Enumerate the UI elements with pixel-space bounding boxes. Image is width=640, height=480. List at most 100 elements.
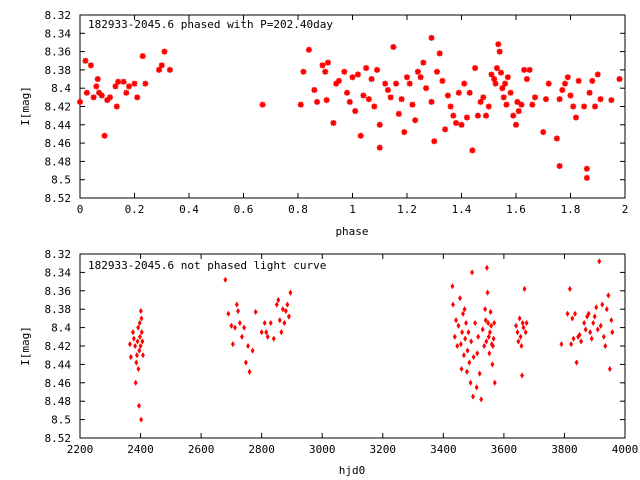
- phased-data-point: [349, 74, 356, 81]
- phased-light-curve-panel: 182933-2045.6 phased with P=202.40day ph…: [19, 9, 628, 238]
- unphased-y-tick-label: 8.38: [45, 303, 72, 316]
- unphased-data-point: [262, 319, 267, 327]
- phased-data-point: [420, 59, 427, 66]
- phased-data-point: [545, 80, 552, 87]
- phased-data-point: [305, 46, 312, 53]
- unphased-data-point: [484, 264, 489, 271]
- unphased-data-point: [520, 372, 525, 379]
- phased-data-point: [414, 68, 421, 75]
- unphased-data-point: [452, 333, 457, 340]
- phased-data-point: [491, 76, 498, 83]
- phased-x-tick-label: 2: [622, 203, 629, 216]
- phased-y-tick-label: 8.46: [45, 137, 72, 150]
- phased-data-point: [513, 121, 519, 128]
- unphased-data-point: [140, 338, 145, 345]
- phased-data-point: [104, 97, 111, 104]
- unphased-data-point: [485, 289, 490, 296]
- phased-data-point: [406, 80, 413, 87]
- phased-data-point: [94, 76, 101, 83]
- phased-data-point: [597, 96, 604, 103]
- unphased-data-point: [454, 317, 459, 324]
- unphased-data-point: [492, 379, 497, 386]
- phased-data-point: [433, 68, 440, 75]
- unphased-x-tick-label: 2400: [127, 443, 154, 456]
- phased-data-point: [115, 78, 122, 85]
- phased-data-point: [485, 103, 492, 110]
- phased-data-point: [483, 112, 490, 119]
- phased-data-point: [113, 103, 120, 110]
- phased-data-point: [357, 132, 364, 139]
- phased-data-point: [333, 80, 340, 87]
- phased-x-tick-label: 0.4: [179, 203, 199, 216]
- phased-data-point: [382, 80, 389, 87]
- unphased-data-point: [460, 329, 465, 336]
- unphased-x-tick-label: 3400: [430, 443, 457, 456]
- phased-data-point: [93, 83, 100, 90]
- unphased-data-point: [571, 335, 576, 342]
- unphased-data-point: [265, 333, 270, 340]
- unphased-y-axis-label: I[mag]: [19, 326, 32, 366]
- phased-data-point: [447, 103, 454, 110]
- phased-data-point: [529, 101, 536, 108]
- unphased-data-point: [458, 295, 462, 302]
- unphased-data-point: [282, 319, 287, 327]
- unphased-data-point: [276, 296, 281, 304]
- phased-data-point: [564, 74, 571, 81]
- unphased-x-tick-label: 4000: [612, 443, 639, 456]
- phased-data-point: [455, 89, 462, 96]
- unphased-data-point: [487, 350, 492, 357]
- unphased-data-point: [247, 368, 252, 375]
- phased-data-point: [341, 68, 348, 75]
- phased-data-point: [466, 89, 473, 96]
- phased-data-point: [507, 89, 514, 96]
- phased-data-point: [556, 96, 563, 103]
- unphased-data-point: [458, 341, 463, 348]
- phased-data-point: [158, 62, 165, 69]
- unphased-data-point: [520, 319, 525, 327]
- phased-data-point: [532, 94, 539, 101]
- phased-data-point: [589, 77, 596, 84]
- unphased-data-point: [243, 359, 248, 366]
- phased-data-point: [319, 62, 326, 69]
- unphased-data-point: [490, 361, 495, 368]
- unphased-data-points: [128, 258, 615, 423]
- unphased-x-axis-label: hjd0: [339, 464, 366, 477]
- phased-data-point: [297, 101, 304, 108]
- unphased-data-point: [519, 342, 524, 350]
- phased-y-tick-label: 8.4: [51, 82, 71, 95]
- unphased-data-point: [577, 331, 582, 339]
- unphased-data-point: [128, 353, 133, 361]
- phased-data-point: [161, 48, 168, 55]
- phased-data-point: [472, 65, 479, 72]
- phased-x-tick-label: 1: [349, 203, 356, 216]
- phased-data-point: [608, 97, 615, 104]
- phased-x-axis-label: phase: [335, 225, 368, 238]
- unphased-data-point: [598, 322, 603, 329]
- phased-x-tick-label: 0.6: [234, 203, 254, 216]
- unphased-axis-ticks: 2200 2400 2600 2800 3000 3200 3400 3600 3800 4000…: [45, 248, 639, 456]
- unphased-data-point: [461, 352, 466, 359]
- phased-data-point: [510, 112, 517, 119]
- phased-data-point: [461, 80, 468, 87]
- unphased-data-point: [517, 315, 522, 322]
- phased-data-point: [567, 92, 574, 99]
- unphased-data-point: [482, 342, 487, 350]
- phased-data-point: [412, 117, 419, 124]
- unphased-x-tick-label: 3000: [309, 443, 336, 456]
- phased-data-point: [344, 89, 351, 96]
- phased-data-point: [514, 98, 521, 105]
- phased-data-point: [322, 68, 329, 75]
- unphased-data-point: [286, 313, 291, 320]
- unphased-data-point: [131, 329, 135, 336]
- unphased-data-point: [461, 310, 465, 317]
- phased-data-point: [112, 83, 119, 90]
- unphased-data-point: [463, 335, 468, 342]
- phased-data-point: [488, 71, 495, 78]
- phased-data-point: [492, 80, 499, 87]
- phased-data-point: [495, 41, 502, 48]
- phased-data-point: [360, 92, 367, 99]
- phased-data-point: [553, 135, 560, 142]
- unphased-data-point: [569, 341, 574, 348]
- phased-data-point: [480, 94, 487, 101]
